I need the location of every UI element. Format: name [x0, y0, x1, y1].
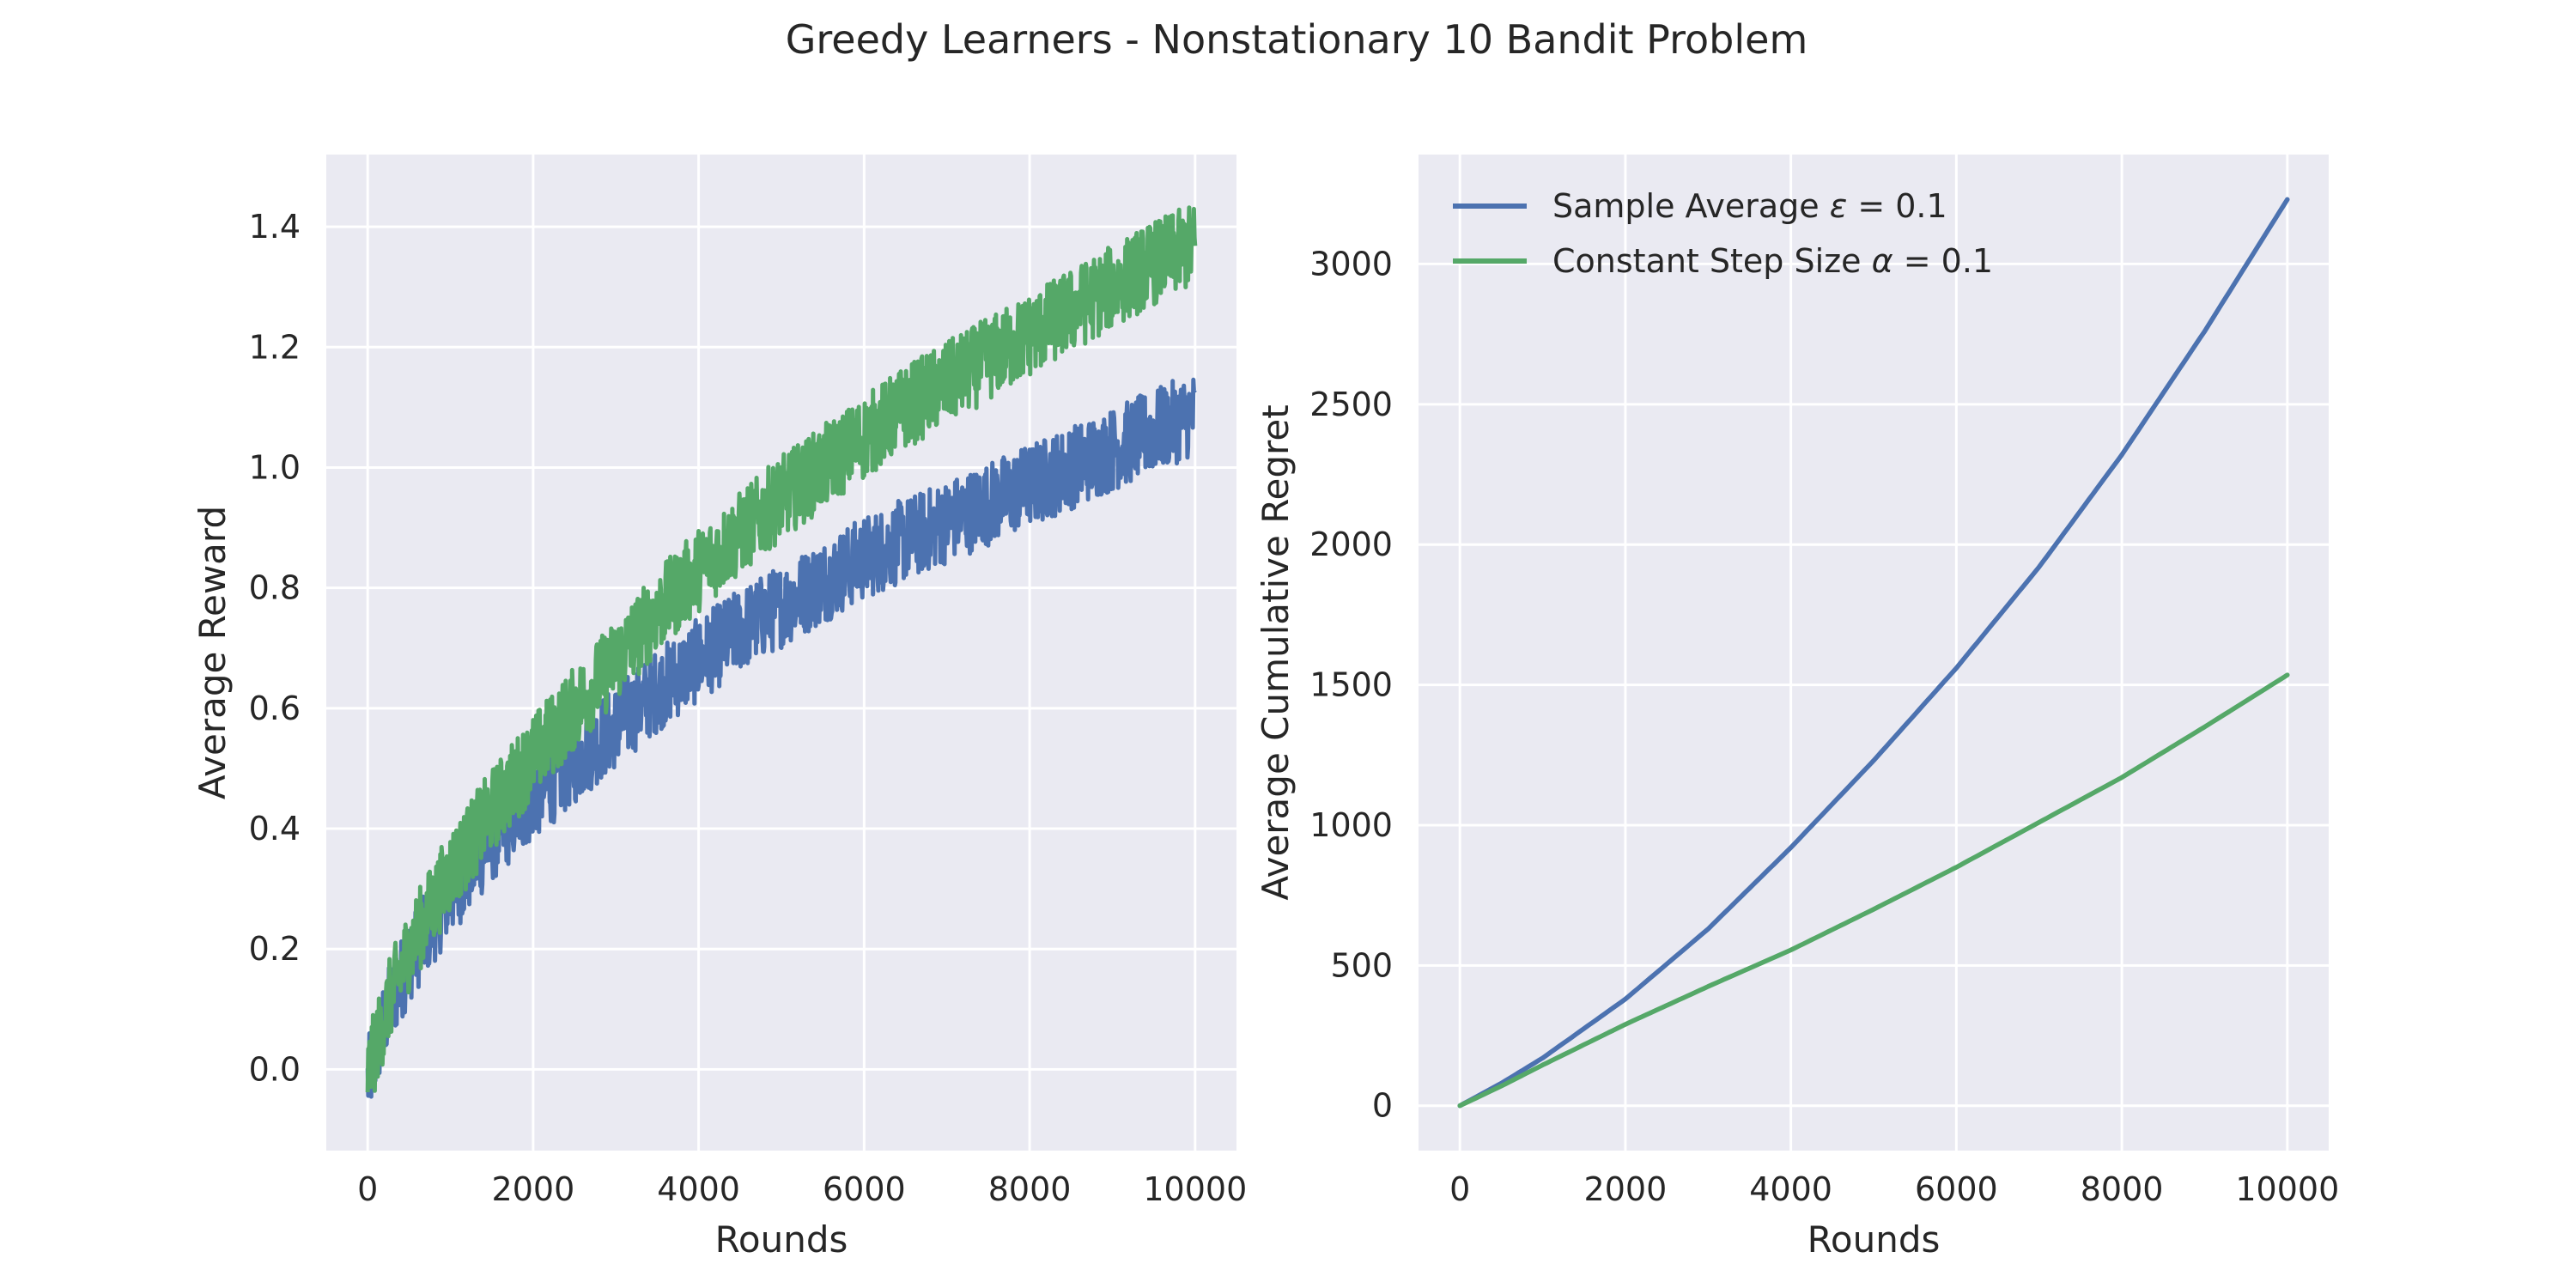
y-tick-label: 1.4: [249, 208, 301, 246]
y-tick-label: 3000: [1309, 245, 1393, 283]
y-tick-label: 0.2: [249, 930, 301, 968]
x-tick-label: 10000: [1143, 1170, 1247, 1208]
y-tick-label: 0.8: [249, 569, 301, 607]
y-tick-label: 0.6: [249, 690, 301, 727]
y-tick-label: 1.0: [249, 448, 301, 486]
series-line-1: [1457, 672, 2290, 1109]
plot-area: [1419, 155, 2329, 1151]
y-tick-label: 1.2: [249, 328, 301, 366]
y-tick-label: 0.0: [249, 1050, 301, 1088]
legend-label-1: Constant Step Size α = 0.1: [1552, 242, 1993, 280]
x-tick-label: 10000: [2235, 1170, 2339, 1208]
y-tick-label: 500: [1330, 946, 1393, 984]
y-tick-label: 2500: [1309, 386, 1393, 423]
legend-label-suffix: = 0.1: [1847, 187, 1947, 225]
legend-label-suffix: = 0.1: [1893, 242, 1993, 280]
x-tick-label: 4000: [657, 1170, 740, 1208]
x-tick-label: 6000: [1915, 1170, 1998, 1208]
x-axis-label: Rounds: [715, 1218, 848, 1261]
x-tick-label: 2000: [1584, 1170, 1668, 1208]
x-tick-label: 6000: [823, 1170, 906, 1208]
y-axis-label: Average Cumulative Regret: [1255, 404, 1297, 900]
y-tick-label: 1000: [1309, 806, 1393, 844]
x-tick-label: 8000: [2081, 1170, 2164, 1208]
x-tick-label: 0: [357, 1170, 378, 1208]
legend-label-symbol: α: [1872, 242, 1893, 280]
y-tick-label: 0.4: [249, 810, 301, 848]
legend-label-0: Sample Average ε = 0.1: [1552, 187, 1947, 225]
x-tick-label: 4000: [1749, 1170, 1832, 1208]
x-tick-label: 0: [1449, 1170, 1470, 1208]
figure-title: Greedy Learners - Nonstationary 10 Bandi…: [786, 16, 1808, 63]
x-tick-label: 2000: [492, 1170, 575, 1208]
series-line-1: [365, 205, 1198, 1093]
left-axes-reward: 0 2000 4000 6000 8000 10000 0.0 0.2 0.4 0.6 0.8 1.0…: [191, 155, 1247, 1261]
right-axes-regret: 0 2000 4000 6000 8000 10000 0 500 1000 1500 2000 25…: [1255, 155, 2339, 1261]
y-tick-label: 1500: [1309, 666, 1393, 704]
series-line-0: [1457, 197, 2290, 1109]
legend-label-symbol: ε: [1830, 187, 1848, 225]
y-tick-label: 0: [1372, 1087, 1393, 1125]
legend-label-prefix: Constant Step Size: [1552, 242, 1872, 280]
y-axis-label: Average Reward: [191, 506, 234, 799]
x-axis-label: Rounds: [1807, 1218, 1941, 1261]
y-tick-label: 2000: [1309, 526, 1393, 563]
legend-label-prefix: Sample Average: [1552, 187, 1830, 225]
x-tick-label: 8000: [988, 1170, 1072, 1208]
